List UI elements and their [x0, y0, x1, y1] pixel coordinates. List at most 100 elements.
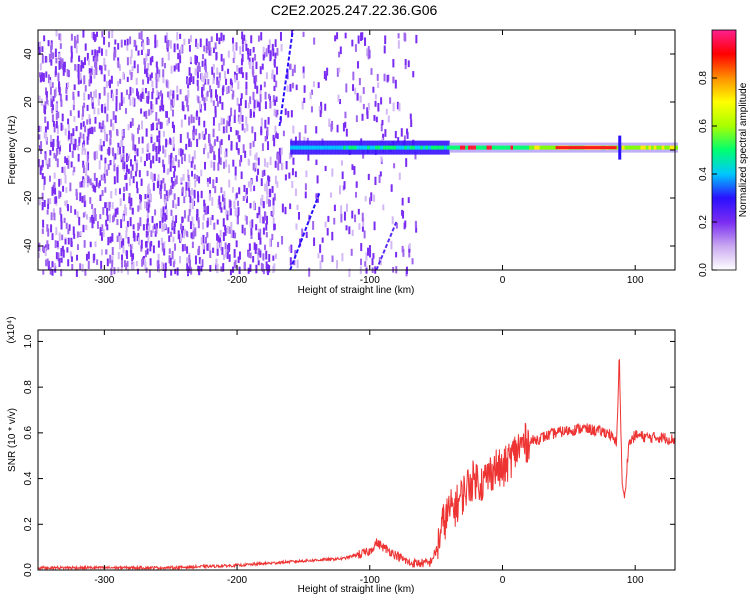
spectrogram-noise-cell: [214, 186, 217, 194]
spectrogram-noise-cell: [93, 61, 96, 68]
spectrogram-noise-cell: [146, 215, 149, 223]
spectrogram-noise-cell: [70, 33, 73, 41]
spectrogram-noise-cell: [203, 75, 206, 83]
spectrogram-noise-cell: [240, 98, 243, 106]
spectrogram-noise-cell: [222, 126, 225, 134]
spectrogram-noise-cell: [123, 186, 126, 192]
spectrogram-noise-cell: [281, 162, 284, 171]
spectrogram-noise-cell: [196, 69, 199, 79]
spectrogram-streak: [278, 29, 294, 127]
spectrogram-noise-cell: [38, 198, 41, 206]
spectrogram-noise-cell: [65, 94, 68, 101]
spectrogram-noise-cell: [79, 181, 82, 188]
spectrogram-noise-cell: [263, 158, 266, 167]
spectrogram-noise-cell: [98, 46, 101, 54]
spectrogram-noise-cell: [211, 145, 214, 152]
spectrogram-noise-cell: [100, 249, 103, 256]
spectrogram-noise-cell: [49, 267, 52, 275]
spectrogram-noise-cell: [161, 222, 164, 232]
spectrogram-noise-cell: [154, 209, 157, 216]
spectrogram-noise-cell: [81, 196, 84, 203]
spectrogram-noise-cell: [165, 111, 168, 118]
spectrogram-band-core: [430, 145, 434, 150]
spectrogram-noise-cell: [204, 209, 207, 215]
spectrogram-noise-cell: [177, 230, 180, 240]
spectrogram-noise-cell: [122, 215, 125, 222]
spectrogram-noise-cell: [122, 71, 125, 80]
spectrogram-noise-cell: [131, 132, 134, 141]
spectrogram-noise-cell: [336, 124, 339, 133]
spectrogram-noise-cell: [259, 228, 262, 238]
spectrogram-noise-cell: [233, 114, 236, 123]
spectrogram-noise-cell: [247, 181, 250, 188]
spectrogram-noise-cell: [252, 256, 255, 263]
spectrogram-noise-cell: [198, 100, 201, 110]
spectrogram-noise-cell: [324, 165, 327, 172]
spectrogram-noise-cell: [150, 193, 153, 203]
spectrogram-noise-cell: [255, 74, 258, 82]
spectrogram-noise-cell: [232, 90, 235, 97]
spectrogram-noise-cell: [42, 219, 45, 228]
spectrogram-noise-cell: [54, 265, 57, 273]
spectrogram-noise-cell: [281, 236, 284, 245]
spectrogram-band-core: [648, 145, 652, 150]
spectrogram-noise-cell: [235, 192, 238, 199]
spectrogram-noise-cell: [167, 39, 170, 49]
spectrogram-noise-cell: [57, 145, 60, 154]
spectrogram-noise-cell: [319, 110, 322, 118]
spectrogram-noise-cell: [124, 204, 127, 211]
spectrogram-noise-cell: [312, 81, 315, 88]
spectrogram-noise-cell: [44, 116, 47, 123]
spectrogram-noise-cell: [235, 130, 238, 136]
spectrogram-noise-cell: [65, 222, 68, 229]
spectrogram-noise-cell: [149, 242, 152, 252]
spectrogram-noise-cell: [51, 269, 54, 276]
spectrogram-noise-cell: [145, 153, 148, 161]
spectrogram-noise-cell: [89, 127, 92, 134]
spectrogram-noise-cell: [83, 92, 86, 101]
spectrogram-noise-cell: [77, 63, 80, 73]
spectrogram-noise-cell: [326, 227, 329, 236]
spectrogram-noise-cell: [42, 73, 45, 83]
spectrogram-noise-cell: [249, 220, 252, 228]
spectrogram-noise-cell: [41, 192, 44, 201]
spectrogram-noise-cell: [140, 239, 143, 249]
spectrogram-noise-cell: [222, 34, 225, 41]
spectrogram-noise-cell: [155, 61, 158, 68]
spectrogram-band-core: [303, 145, 307, 150]
spectrogram-noise-cell: [104, 187, 107, 193]
spectrogram-noise-cell: [47, 40, 50, 47]
spectrogram-noise-cell: [167, 117, 170, 124]
spectrogram-noise-cell: [79, 231, 82, 237]
spectrogram-noise-cell: [215, 52, 218, 59]
spectrogram-noise-cell: [210, 160, 213, 168]
spectrogram-noise-cell: [187, 215, 190, 222]
spectrogram-noise-cell: [118, 64, 121, 72]
spectrogram-noise-cell: [191, 187, 194, 196]
spectrogram-noise-cell: [109, 138, 112, 145]
spectrogram-noise-cell: [143, 66, 146, 74]
spectrogram-noise-cell: [222, 232, 225, 242]
spectrogram-noise-cell: [115, 88, 118, 96]
spectrogram-noise-cell: [100, 154, 103, 161]
spectrogram-noise-cell: [82, 133, 85, 140]
spectrogram-noise-cell: [177, 62, 180, 72]
spectrogram-noise-cell: [219, 157, 222, 165]
spectrogram-noise-cell: [229, 269, 232, 276]
snr-frame: [37, 329, 676, 571]
spectrogram-noise-cell: [74, 64, 77, 71]
spectrogram-noise-cell: [112, 123, 115, 131]
spectrogram-noise-cell: [41, 46, 44, 53]
spectrogram-noise-cell: [174, 243, 177, 251]
spectrogram-noise-cell: [206, 232, 209, 238]
spectrogram-noise-cell: [201, 89, 204, 98]
spectrogram-noise-cell: [168, 255, 171, 264]
spectrogram-noise-cell: [59, 43, 62, 49]
spectrogram-noise-cell: [260, 198, 263, 206]
spectrogram-noise-cell: [181, 149, 184, 155]
spectrogram-noise-cell: [323, 70, 326, 80]
spectrogram-noise-cell: [141, 136, 144, 144]
spectrogram-band-core: [632, 145, 636, 150]
spectrogram-noise-cell: [170, 231, 173, 237]
spectrogram-noise-cell: [50, 141, 53, 148]
